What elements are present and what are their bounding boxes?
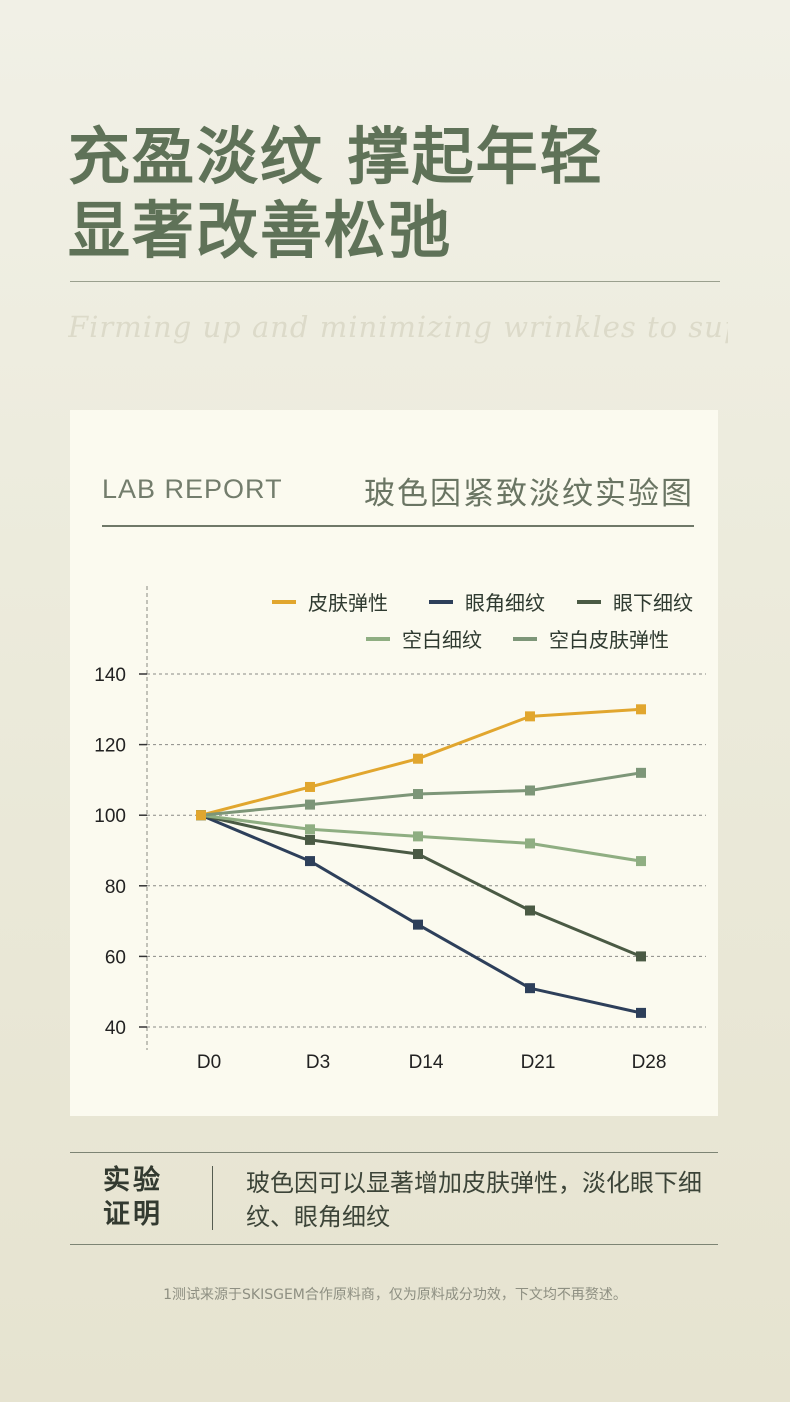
conclusion-heading: 实验 证明: [103, 1164, 163, 1232]
page-title: 充盈淡纹 撑起年轻 显著改善松弛: [68, 120, 604, 268]
title-line-2: 显著改善松弛: [68, 194, 453, 267]
legend-swatch: [429, 599, 453, 604]
legend-label: 皮肤弹性: [308, 591, 388, 615]
legend-swatch: [366, 636, 390, 641]
x-tick-label: D14: [409, 1052, 444, 1073]
data-point: [413, 831, 423, 842]
conclusion-text: 玻色因可以显著增加皮肤弹性，淡化眼下细纹、眼角细纹: [246, 1169, 702, 1231]
legend-item-under-eye-lines: 眼下细纹: [577, 587, 693, 616]
legend-item-blank-elasticity: 空白皮肤弹性: [513, 624, 669, 653]
conclusion-heading-line-1: 实验: [103, 1165, 163, 1196]
data-point: [305, 799, 315, 810]
data-point: [636, 1007, 646, 1018]
chart-title: 玻色因紧致淡纹实验图: [364, 476, 694, 512]
data-point: [525, 838, 535, 849]
footnote: 1测试来源于SKISGEM合作原料商，仅为原料成分功效，下文均不再赘述。: [163, 1287, 627, 1303]
data-point: [525, 905, 535, 916]
title-line-1: 充盈淡纹 撑起年轻: [68, 120, 604, 193]
lab-report-label: LAB REPORT: [102, 474, 283, 504]
data-point: [413, 753, 423, 764]
data-point: [636, 767, 646, 778]
data-point: [196, 810, 206, 821]
y-tick-label: 80: [105, 877, 126, 898]
x-tick-label: D3: [306, 1052, 330, 1073]
y-tick-label: 120: [94, 736, 126, 757]
legend-label: 眼角细纹: [465, 591, 545, 615]
legend-item-skin-elasticity: 皮肤弹性: [272, 587, 388, 616]
data-point: [413, 919, 423, 930]
legend-swatch: [513, 636, 537, 641]
data-point: [636, 856, 646, 867]
data-point: [305, 856, 315, 867]
conclusion-top-rule: [70, 1152, 718, 1153]
y-tick-label: 140: [94, 665, 126, 686]
card-divider: [102, 525, 694, 527]
data-point: [413, 789, 423, 800]
series-line-1: [200, 813, 642, 1015]
x-tick-label: D21: [521, 1052, 556, 1073]
legend-label: 空白皮肤弹性: [549, 628, 669, 652]
conclusion-divider: [212, 1166, 213, 1230]
decorative-script-text: Firming up and minimizing wrinkles to su…: [68, 310, 728, 344]
line-chart: 140 120 100 80 60 40 D0 D3 D14 D21 D28: [94, 586, 706, 1073]
legend-swatch: [272, 599, 296, 604]
legend-label: 眼下细纹: [613, 591, 693, 615]
data-point: [636, 704, 646, 715]
conclusion-heading-line-2: 证明: [103, 1199, 163, 1230]
conclusion-bottom-rule: [70, 1244, 718, 1245]
data-point: [413, 849, 423, 860]
y-tick-label: 60: [105, 947, 126, 968]
x-tick-label: D28: [632, 1052, 667, 1073]
data-point: [525, 711, 535, 722]
legend-label: 空白细纹: [402, 628, 482, 652]
title-divider: [70, 281, 720, 282]
legend-item-eye-corner-lines: 眼角细纹: [429, 587, 545, 616]
data-point: [525, 983, 535, 994]
data-point: [305, 834, 315, 845]
data-point: [636, 951, 646, 962]
data-point: [305, 781, 315, 792]
x-tick-label: D0: [197, 1052, 221, 1073]
y-tick-label: 40: [105, 1018, 126, 1039]
data-point: [305, 824, 315, 835]
legend-item-blank-lines: 空白细纹: [366, 624, 482, 653]
lab-report-card: LAB REPORT 玻色因紧致淡纹实验图 皮肤弹性 眼角细纹 眼下细纹 空白细…: [70, 410, 718, 1116]
legend-swatch: [577, 599, 601, 604]
y-tick-label: 100: [94, 806, 126, 827]
data-point: [525, 785, 535, 796]
